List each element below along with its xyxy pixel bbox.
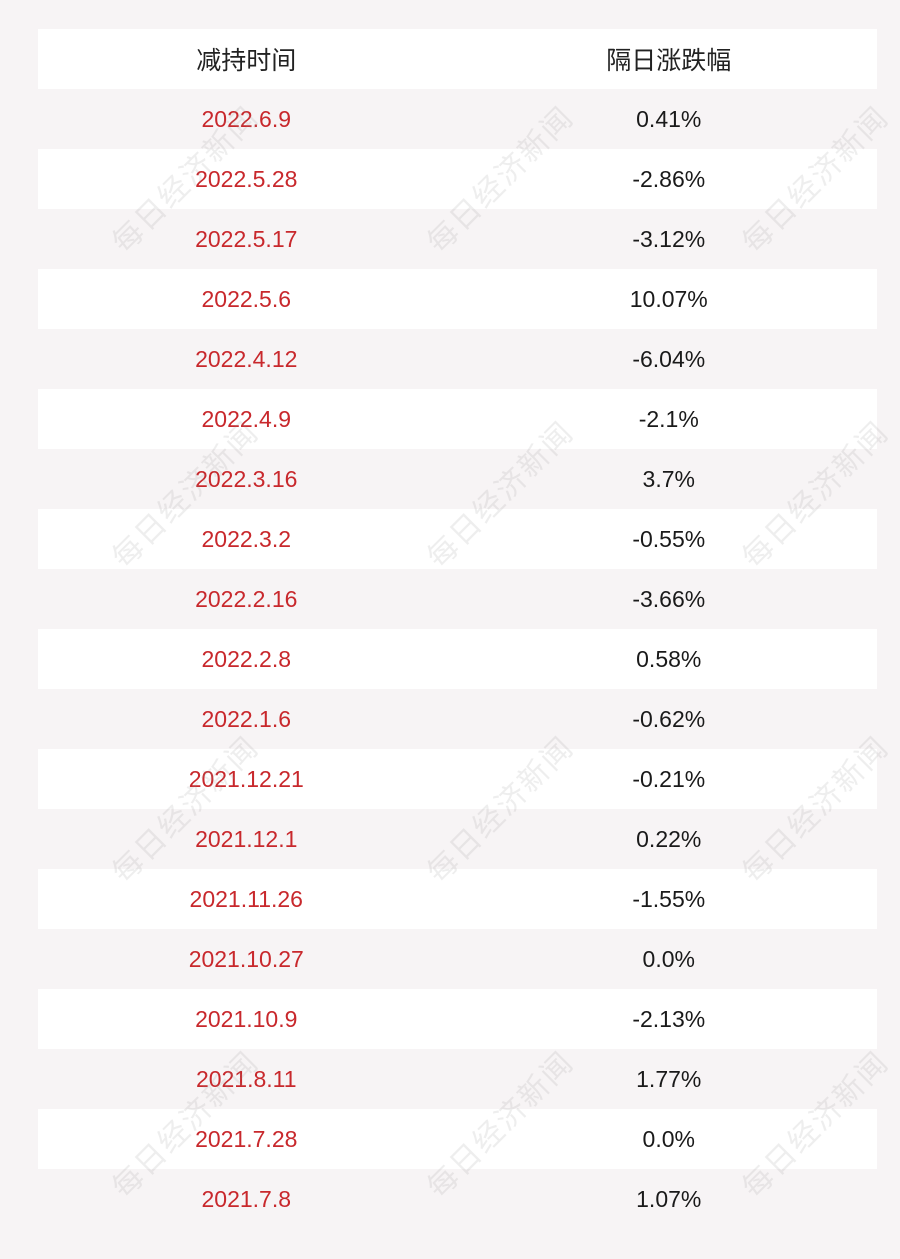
next-day-change: 0.22% bbox=[636, 825, 702, 852]
table-row: 2021.7.28 0.0% bbox=[38, 1109, 877, 1169]
sell-date: 2021.7.28 bbox=[195, 1125, 298, 1152]
table-row: 2022.3.2 -0.55% bbox=[38, 509, 877, 569]
next-day-change: 0.41% bbox=[636, 105, 702, 132]
table-row: 2022.5.6 10.07% bbox=[38, 269, 877, 329]
header-next-day-change: 隔日涨跌幅 bbox=[606, 47, 732, 75]
table-row: 2022.2.8 0.58% bbox=[38, 629, 877, 689]
table-row: 2021.10.9 -2.13% bbox=[38, 989, 877, 1049]
table-row: 2022.4.9 -2.1% bbox=[38, 389, 877, 449]
sell-date: 2022.5.28 bbox=[195, 165, 298, 192]
sell-date: 2021.10.27 bbox=[188, 945, 304, 972]
table-row: 2021.7.8 1.07% bbox=[38, 1169, 877, 1229]
next-day-change: -0.55% bbox=[632, 525, 706, 552]
sell-date: 2022.4.9 bbox=[201, 405, 292, 432]
header-sell-time: 减持时间 bbox=[196, 47, 297, 75]
next-day-change: -6.04% bbox=[632, 345, 706, 372]
change-table: 减持时间 隔日涨跌幅 2022.6.9 0.41% 2022.5.28 -2.86% 2… bbox=[38, 29, 877, 1229]
sell-date: 2022.4.12 bbox=[195, 345, 298, 372]
sell-date: 2021.7.8 bbox=[201, 1185, 292, 1212]
table-row: 2021.12.1 0.22% bbox=[38, 809, 877, 869]
next-day-change: -2.1% bbox=[638, 405, 699, 432]
sell-date: 2021.10.9 bbox=[195, 1005, 298, 1032]
sell-date: 2021.12.1 bbox=[195, 825, 298, 852]
table-row: 2021.12.21 -0.21% bbox=[38, 749, 877, 809]
table-row: 2022.5.28 -2.86% bbox=[38, 149, 877, 209]
table-row: 2022.3.16 3.7% bbox=[38, 449, 877, 509]
table-row: 2022.5.17 -3.12% bbox=[38, 209, 877, 269]
table-row: 2022.1.6 -0.62% bbox=[38, 689, 877, 749]
next-day-change: 3.7% bbox=[642, 465, 695, 492]
table-row: 2022.2.16 -3.66% bbox=[38, 569, 877, 629]
table-header: 减持时间 隔日涨跌幅 bbox=[38, 29, 877, 89]
table-row: 2022.6.9 0.41% bbox=[38, 89, 877, 149]
sell-date: 2022.2.8 bbox=[201, 645, 292, 672]
sell-date: 2022.3.16 bbox=[195, 465, 298, 492]
sell-date: 2022.1.6 bbox=[201, 705, 292, 732]
next-day-change: 0.0% bbox=[642, 1125, 695, 1152]
table-row: 2022.4.12 -6.04% bbox=[38, 329, 877, 389]
next-day-change: 10.07% bbox=[629, 285, 708, 312]
sell-date: 2022.5.17 bbox=[195, 225, 298, 252]
next-day-change: -3.12% bbox=[632, 225, 706, 252]
sell-date: 2022.6.9 bbox=[201, 105, 292, 132]
sell-date: 2022.2.16 bbox=[195, 585, 298, 612]
next-day-change: -3.66% bbox=[632, 585, 706, 612]
table-row: 2021.11.26 -1.55% bbox=[38, 869, 877, 929]
next-day-change: 0.58% bbox=[636, 645, 702, 672]
next-day-change: -0.62% bbox=[632, 705, 706, 732]
sell-date: 2022.5.6 bbox=[201, 285, 292, 312]
sell-date: 2021.11.26 bbox=[189, 885, 303, 912]
next-day-change: 1.07% bbox=[636, 1185, 702, 1212]
table-row: 2021.8.11 1.77% bbox=[38, 1049, 877, 1109]
sell-date: 2021.12.21 bbox=[188, 765, 304, 792]
next-day-change: -2.13% bbox=[632, 1005, 706, 1032]
table-row: 2021.10.27 0.0% bbox=[38, 929, 877, 989]
next-day-change: -2.86% bbox=[632, 165, 706, 192]
sell-date: 2021.8.11 bbox=[195, 1065, 297, 1092]
next-day-change: 0.0% bbox=[642, 945, 695, 972]
next-day-change: -0.21% bbox=[632, 765, 706, 792]
next-day-change: -1.55% bbox=[632, 885, 706, 912]
next-day-change: 1.77% bbox=[636, 1065, 702, 1092]
sell-date: 2022.3.2 bbox=[201, 525, 292, 552]
